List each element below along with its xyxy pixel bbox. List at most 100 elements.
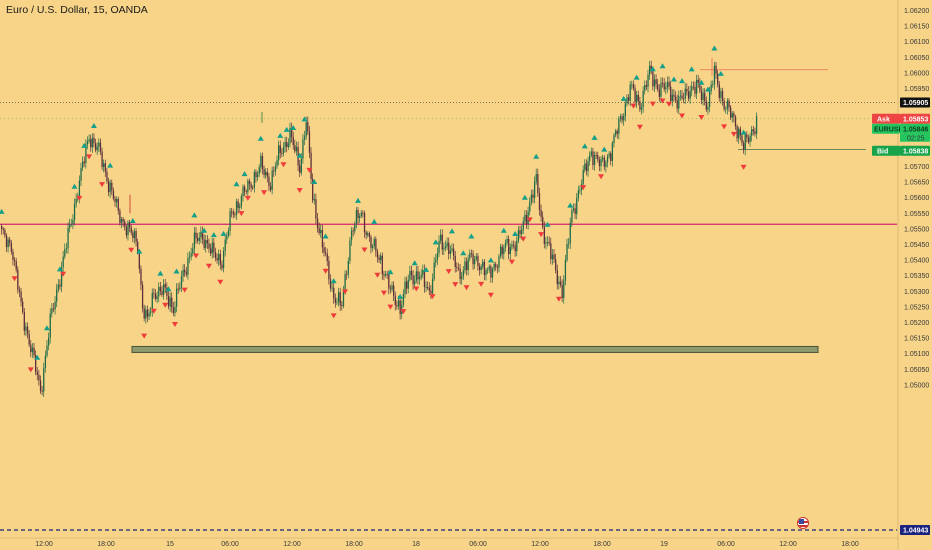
candle-body xyxy=(38,374,40,381)
candle-body xyxy=(187,257,189,275)
candle-body xyxy=(156,296,158,299)
candle-body xyxy=(418,277,421,280)
low-label-bg xyxy=(900,525,930,535)
candle-body xyxy=(256,173,259,178)
candle-body xyxy=(211,242,213,254)
candle-body xyxy=(410,270,413,276)
candle-body xyxy=(462,270,464,277)
candle-body xyxy=(120,219,123,224)
candle-body xyxy=(474,259,476,265)
candle-body xyxy=(57,284,59,290)
signal-up-marker xyxy=(283,126,290,132)
candle-body xyxy=(114,198,116,203)
candle-body xyxy=(82,161,84,168)
candle-body xyxy=(585,163,588,172)
time-tick-label: 18 xyxy=(412,541,420,548)
candle-body xyxy=(700,90,703,100)
signal-up-marker xyxy=(591,134,598,140)
signal-down-marker xyxy=(698,115,705,121)
candle-body xyxy=(702,92,704,100)
candle-body xyxy=(203,239,205,248)
price-tick-label: 1.05300 xyxy=(904,289,929,296)
candle-body xyxy=(435,259,437,263)
candle-body xyxy=(60,267,63,287)
candle-body xyxy=(39,380,42,392)
candle-body xyxy=(705,100,707,110)
candle-body xyxy=(138,252,140,269)
candle-body xyxy=(423,270,426,288)
candle-body xyxy=(488,266,490,270)
candle-body xyxy=(112,190,115,199)
candle-body xyxy=(240,196,243,206)
candle-body xyxy=(393,285,395,296)
candle-body xyxy=(171,297,173,308)
candle-body xyxy=(718,84,720,98)
candle-body xyxy=(521,229,523,235)
candle-body xyxy=(193,232,196,249)
price-tick-label: 1.06000 xyxy=(904,70,929,77)
candle-body xyxy=(166,287,168,297)
candle-body xyxy=(232,211,234,215)
candle-body xyxy=(88,139,90,142)
candle-body xyxy=(571,210,573,223)
signal-up-marker xyxy=(567,202,574,208)
candle-body xyxy=(47,337,50,346)
candle-body xyxy=(629,84,631,101)
low-price-tag: 1.04943 xyxy=(903,528,928,535)
candle-body xyxy=(274,166,277,172)
candle-body xyxy=(542,216,544,227)
candle-body xyxy=(41,391,43,392)
signal-up-marker xyxy=(740,129,747,135)
candle-body xyxy=(107,181,110,193)
candle-body xyxy=(294,145,296,152)
countdown-bg xyxy=(900,133,930,142)
symbol-title[interactable]: Euro / U.S. Dollar, 15, OANDA xyxy=(6,4,148,16)
time-tick-label: 19 xyxy=(660,541,668,548)
candle-body xyxy=(514,245,516,252)
candle-body xyxy=(710,84,712,91)
candle-body xyxy=(649,65,651,75)
candle-body xyxy=(363,212,366,233)
candle-body xyxy=(490,266,492,278)
signal-up-marker xyxy=(688,66,695,72)
candle-body xyxy=(725,109,727,110)
candle-body xyxy=(627,97,630,101)
candle-body xyxy=(396,304,398,307)
candle-body xyxy=(344,274,346,290)
time-tick-label: 12:00 xyxy=(35,541,53,548)
candle-body xyxy=(331,287,333,289)
candle-body xyxy=(610,153,612,161)
flag-canton xyxy=(799,519,804,524)
candle-body xyxy=(260,155,262,168)
signal-down-marker xyxy=(679,113,685,119)
candle-body xyxy=(430,290,432,294)
price-axis[interactable]: 1.06200 1.06150 1.06100 1.06050 1.06000 1.059… xyxy=(897,0,932,550)
candle-body xyxy=(346,274,348,276)
candle-body xyxy=(318,227,320,234)
time-axis[interactable]: 12:00 18:00 15 06:00 12:00 18:00 18 06:00 12:00 1… xyxy=(0,537,898,548)
candle-body xyxy=(739,128,742,136)
signal-up-marker xyxy=(468,233,475,239)
us-flag-event-icon[interactable] xyxy=(797,517,809,529)
candle-body xyxy=(637,94,639,101)
candle-body xyxy=(140,268,142,285)
signal-up-marker xyxy=(330,278,337,284)
candle-body xyxy=(59,284,61,287)
signal-up-marker xyxy=(711,45,718,51)
demand-zone xyxy=(131,345,819,353)
signal-down-marker xyxy=(730,131,737,137)
signal-up-marker xyxy=(704,86,711,92)
candle-body xyxy=(137,241,139,253)
candle-body xyxy=(312,178,314,201)
candle-body xyxy=(469,253,471,259)
signal-down-marker xyxy=(162,302,169,308)
candle-body xyxy=(371,246,374,248)
time-tick-label: 18:00 xyxy=(593,541,611,548)
candle-body xyxy=(632,84,635,89)
signal-down-marker xyxy=(413,286,420,292)
candle-body xyxy=(456,266,458,268)
candle-body xyxy=(524,214,526,222)
candle-body xyxy=(749,135,751,143)
